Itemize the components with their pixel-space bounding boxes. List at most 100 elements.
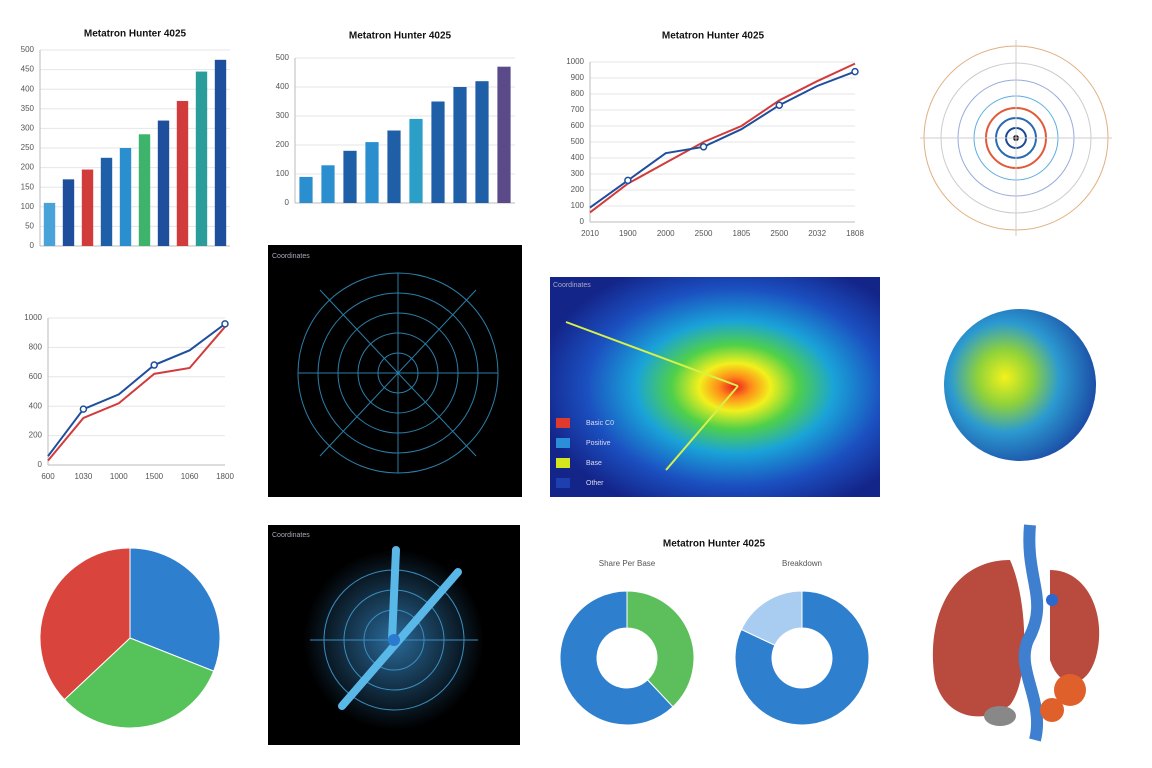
panel-label: Coordinates — [553, 282, 591, 289]
y-tick-label: 1000 — [566, 57, 584, 66]
chart-title: Metatron Hunter 4025 — [662, 31, 765, 42]
x-tick-label: 1060 — [181, 472, 199, 481]
y-tick-label: 200 — [29, 431, 43, 440]
y-tick-label: 150 — [21, 182, 35, 191]
subtitle: Share Per Base — [599, 559, 656, 568]
y-tick-label: 400 — [276, 82, 290, 91]
slice — [559, 590, 674, 726]
point — [851, 67, 859, 76]
y-tick-label: 100 — [571, 201, 585, 210]
bar — [387, 130, 401, 203]
chart-title: Metatron Hunter 4025 — [84, 29, 187, 40]
y-tick-label: 300 — [21, 124, 35, 133]
bar — [321, 165, 335, 203]
line — [47, 326, 226, 462]
y-tick-label: 900 — [571, 73, 585, 82]
line — [589, 62, 856, 214]
panel-label: Coordinates — [272, 532, 310, 539]
gradient-circle — [944, 309, 1096, 461]
legend-label: Base — [586, 460, 602, 467]
bar — [214, 59, 227, 246]
x-tick-label: 1900 — [619, 229, 637, 238]
bar — [195, 71, 208, 246]
point — [699, 143, 708, 151]
x-tick-label: 2000 — [657, 229, 675, 238]
point — [624, 176, 632, 185]
bar — [157, 120, 170, 246]
panel-label: Coordinates — [272, 253, 310, 260]
concentric-diagram — [920, 40, 1112, 236]
y-tick-label: 100 — [276, 169, 290, 178]
legend-swatch — [556, 478, 570, 488]
legend-label: Positive — [586, 440, 611, 447]
radar-panel: Coordinates — [268, 245, 522, 497]
bar — [62, 179, 75, 246]
legend-swatch — [556, 438, 570, 448]
y-tick-label: 250 — [21, 143, 35, 152]
bar — [365, 142, 379, 203]
x-tick-label: 600 — [41, 472, 55, 481]
bar — [81, 169, 94, 246]
legend-swatch — [556, 458, 570, 468]
slice — [734, 590, 870, 726]
x-tick-label: 1800 — [216, 472, 234, 481]
y-tick-label: 600 — [29, 372, 43, 381]
y-tick-label: 450 — [21, 65, 35, 74]
y-tick-label: 1000 — [24, 313, 42, 322]
heatmap-panel: Coordinates Basic C0 Positive Base Other — [550, 277, 880, 497]
y-tick-label: 0 — [38, 460, 43, 469]
bar — [43, 202, 56, 246]
y-tick-label: 50 — [25, 222, 34, 231]
y-tick-label: 500 — [276, 53, 290, 62]
bar — [100, 157, 113, 246]
slice — [740, 590, 803, 646]
x-tick-label: 1030 — [75, 472, 93, 481]
legend-label: Basic C0 — [586, 420, 614, 427]
x-tick-label: 1500 — [145, 472, 163, 481]
y-tick-label: 300 — [571, 169, 585, 178]
point — [221, 320, 229, 328]
y-tick-label: 0 — [285, 198, 290, 207]
x-tick-label: 1000 — [110, 472, 128, 481]
line — [47, 323, 226, 457]
radar-panel: Coordinates — [268, 525, 520, 745]
y-tick-label: 500 — [571, 137, 585, 146]
bar — [453, 87, 467, 203]
y-tick-label: 400 — [29, 401, 43, 410]
y-tick-label: 300 — [276, 111, 290, 120]
chart-title: Metatron Hunter 4025 — [349, 31, 452, 42]
y-tick-label: 500 — [21, 45, 35, 54]
y-tick-label: 0 — [580, 217, 585, 226]
legend: Basic C0 Positive Base Other — [556, 418, 614, 488]
y-tick-label: 100 — [21, 202, 35, 211]
x-tick-label: 2500 — [770, 229, 788, 238]
x-tick-label: 1808 — [846, 229, 864, 238]
y-tick-label: 800 — [571, 89, 585, 98]
bar — [431, 101, 445, 203]
x-tick-label: 1805 — [733, 229, 751, 238]
y-tick-label: 0 — [30, 241, 35, 250]
y-tick-label: 350 — [21, 104, 35, 113]
bar — [299, 176, 313, 203]
x-tick-label: 2010 — [581, 229, 599, 238]
x-tick-label: 2500 — [695, 229, 713, 238]
organ-illustration — [932, 524, 1100, 742]
point — [775, 101, 784, 109]
legend-swatch — [556, 418, 570, 428]
bar — [176, 100, 189, 247]
bar — [409, 118, 423, 203]
y-tick-label: 200 — [276, 140, 290, 149]
bar — [343, 150, 357, 203]
x-tick-label: 2032 — [808, 229, 826, 238]
y-tick-label: 600 — [571, 121, 585, 130]
y-tick-label: 400 — [21, 84, 35, 93]
bar — [497, 66, 511, 203]
charts: Metatron Hunter 4025 0 50 100 150 200 250 300 35… — [21, 29, 870, 729]
bar — [138, 134, 151, 246]
subtitle: Breakdown — [782, 559, 822, 568]
slice — [626, 590, 695, 708]
point — [150, 361, 158, 369]
y-tick-label: 800 — [29, 343, 43, 352]
